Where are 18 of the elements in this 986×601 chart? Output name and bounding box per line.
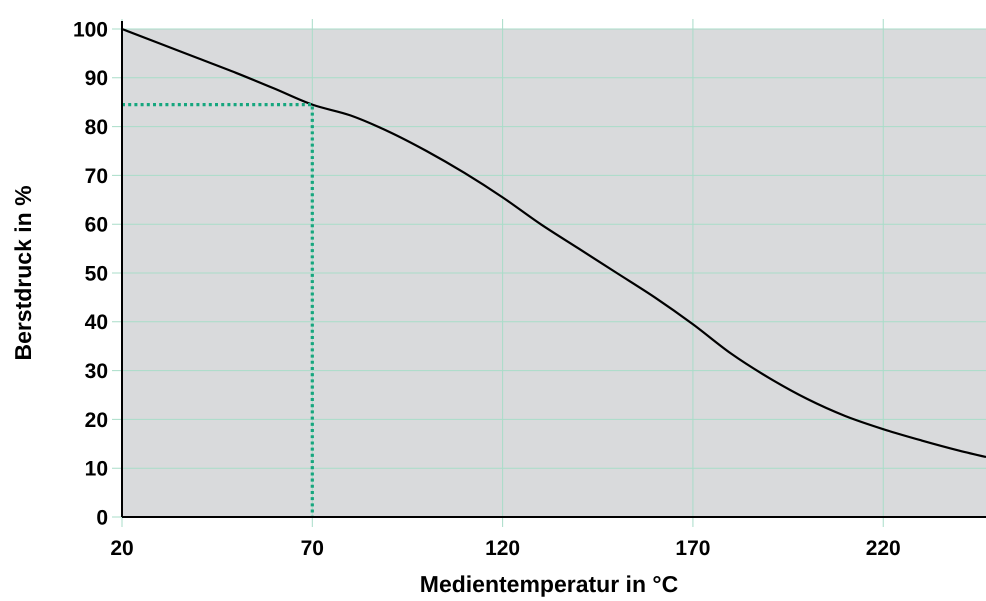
x-tick-label: 120 [485, 537, 520, 560]
x-tick-label: 220 [866, 537, 901, 560]
y-tick-label: 100 [72, 18, 108, 42]
y-tick-label: 0 [96, 506, 108, 530]
y-tick-label: 70 [84, 164, 108, 188]
x-tick-label: 170 [675, 537, 710, 560]
y-tick-label: 90 [84, 67, 108, 90]
x-tick-label: 20 [110, 537, 134, 560]
x-tick-label: 70 [300, 537, 324, 560]
y-tick-label: 80 [84, 116, 108, 139]
y-tick-label: 60 [84, 214, 108, 237]
y-tick-label: 50 [84, 262, 108, 286]
y-axis-title: Berstdruck in % [10, 185, 36, 361]
y-tick-label: 30 [84, 360, 108, 383]
x-axis-title: Medientemperatur in °C [420, 571, 678, 597]
y-tick-label: 20 [84, 408, 108, 432]
y-tick-label: 10 [84, 458, 108, 481]
y-tick-label: 40 [84, 311, 108, 334]
